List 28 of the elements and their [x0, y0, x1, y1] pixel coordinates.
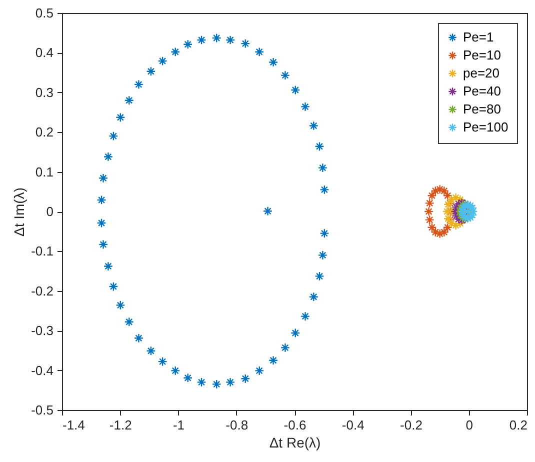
- legend-label: Pe=40: [463, 84, 501, 98]
- y-tick-label: -0.2: [31, 283, 54, 298]
- legend-label: Pe=1: [463, 30, 494, 44]
- y-tick-label: 0.4: [35, 45, 54, 60]
- x-tick-label: -0.4: [342, 418, 364, 432]
- x-tick-label: -0.2: [400, 418, 422, 432]
- y-tick-label: 0.2: [35, 124, 54, 140]
- y-tick-label: -0.4: [31, 362, 54, 378]
- x-tick-label: 0: [466, 418, 473, 432]
- x-tick-label: -1.4: [62, 418, 85, 432]
- y-tick-label: -0.5: [31, 402, 54, 418]
- y-tick-label: 0.5: [35, 6, 54, 20]
- x-tick-label: 0.2: [509, 418, 528, 432]
- y-tick-label: -0.3: [31, 323, 54, 338]
- y-axis-title: Δt Im(λ): [11, 187, 28, 237]
- x-axis-title: Δt Re(λ): [269, 434, 321, 450]
- y-tick-label: 0.3: [35, 84, 54, 100]
- y-tick-label: 0: [46, 204, 54, 219]
- legend-label: Pe=80: [463, 102, 501, 116]
- y-tick-label: 0.1: [35, 164, 54, 180]
- legend-label: pe=20: [463, 66, 500, 80]
- x-tick-label: -1.2: [109, 418, 132, 432]
- y-tick-label: -0.1: [31, 244, 54, 259]
- legend-label: Pe=100: [463, 120, 508, 134]
- x-tick-label: -0.8: [226, 418, 248, 432]
- legend-label: Pe=10: [463, 48, 501, 62]
- x-tick-label: -1: [172, 418, 185, 432]
- x-tick-label: -0.6: [284, 418, 306, 432]
